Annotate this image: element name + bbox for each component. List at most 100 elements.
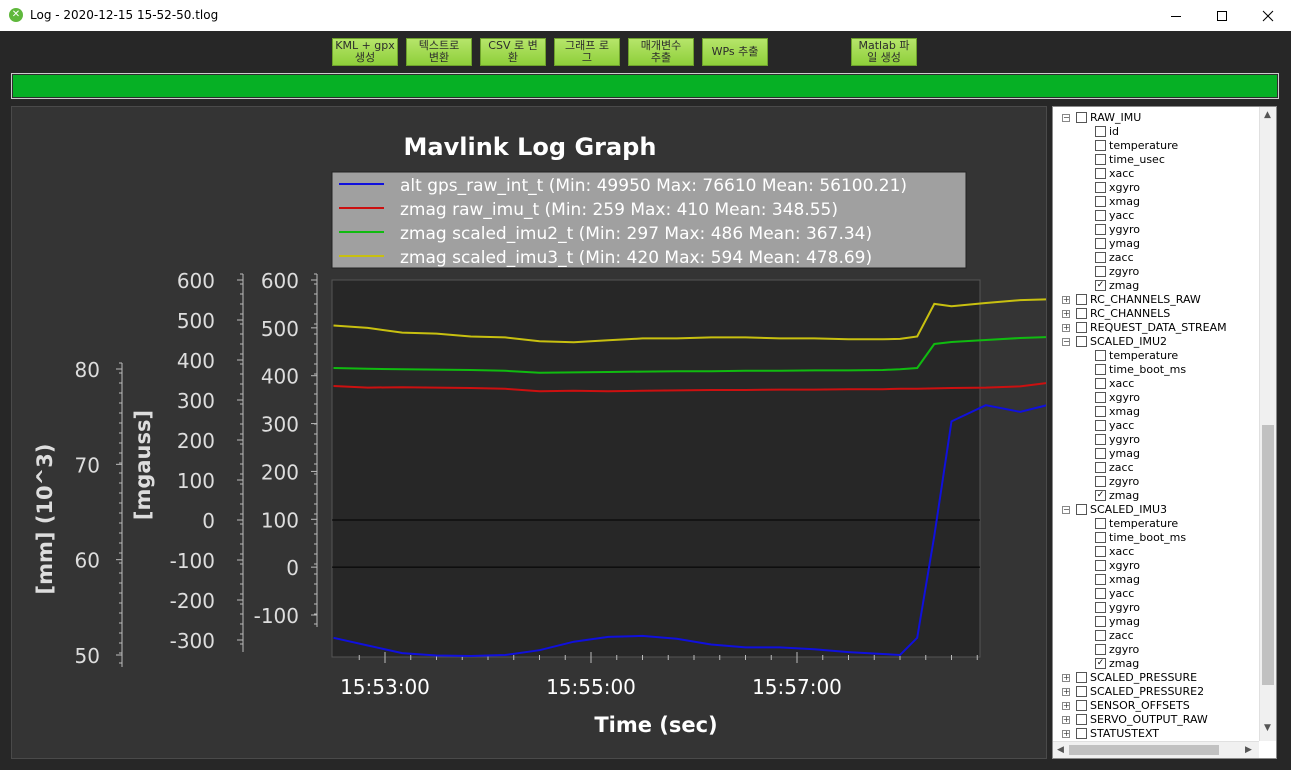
- tree-field[interactable]: xacc: [1053, 167, 1258, 181]
- tree-checkbox[interactable]: [1076, 504, 1087, 515]
- tree-field[interactable]: temperature: [1053, 139, 1258, 153]
- kml-gpx-button[interactable]: KML + gpx 생성: [332, 38, 398, 66]
- tree-field[interactable]: xgyro: [1053, 559, 1258, 573]
- tree-field[interactable]: ymag: [1053, 237, 1258, 251]
- expand-icon[interactable]: +: [1062, 323, 1070, 332]
- close-button[interactable]: [1245, 0, 1291, 31]
- tree-group[interactable]: − SCALED_IMU2: [1053, 335, 1258, 349]
- tree-field[interactable]: xgyro: [1053, 391, 1258, 405]
- tree-group[interactable]: + RC_CHANNELS_RAW: [1053, 293, 1258, 307]
- tree-field[interactable]: zgyro: [1053, 265, 1258, 279]
- scrollbar-thumb[interactable]: [1069, 745, 1219, 755]
- tree-field[interactable]: yacc: [1053, 209, 1258, 223]
- tree-field[interactable]: yacc: [1053, 419, 1258, 433]
- tree-group[interactable]: + STATUSTEXT: [1053, 727, 1258, 741]
- tree-checkbox[interactable]: [1095, 518, 1106, 529]
- graph-panel[interactable]: Mavlink Log Graph alt gps_raw_int_t (Min…: [11, 106, 1291, 759]
- expand-icon[interactable]: +: [1062, 687, 1070, 696]
- tree-field[interactable]: xmag: [1053, 195, 1258, 209]
- horizontal-scrollbar[interactable]: ◀ ▶: [1053, 741, 1259, 758]
- vertical-scrollbar[interactable]: ▲ ▼: [1259, 107, 1276, 741]
- expand-icon[interactable]: +: [1062, 295, 1070, 304]
- tree-field[interactable]: ✓ zmag: [1053, 489, 1258, 503]
- tree-checkbox[interactable]: [1095, 462, 1106, 473]
- tree-checkbox[interactable]: [1095, 616, 1106, 627]
- tree-checkbox[interactable]: [1076, 672, 1087, 683]
- tree-checkbox[interactable]: [1076, 308, 1087, 319]
- tree-field[interactable]: ymag: [1053, 615, 1258, 629]
- tree-checkbox[interactable]: [1095, 546, 1106, 557]
- tree-checkbox[interactable]: [1095, 448, 1106, 459]
- collapse-icon[interactable]: −: [1062, 337, 1070, 346]
- tree-field[interactable]: temperature: [1053, 517, 1258, 531]
- tree-checkbox[interactable]: [1095, 238, 1106, 249]
- tree-checkbox[interactable]: [1095, 266, 1106, 277]
- tree-field[interactable]: ygyro: [1053, 601, 1258, 615]
- collapse-icon[interactable]: −: [1062, 113, 1070, 122]
- tree-checkbox[interactable]: [1095, 574, 1106, 585]
- minimize-button[interactable]: [1153, 0, 1199, 31]
- scroll-up-icon[interactable]: ▲: [1264, 110, 1271, 120]
- tree-checkbox[interactable]: [1095, 350, 1106, 361]
- tree-group[interactable]: − RAW_IMU: [1053, 111, 1258, 125]
- tree-checkbox[interactable]: [1095, 532, 1106, 543]
- tree-field[interactable]: ygyro: [1053, 223, 1258, 237]
- log-graph[interactable]: Mavlink Log Graph alt gps_raw_int_t (Min…: [12, 107, 1291, 758]
- tree-field[interactable]: xacc: [1053, 377, 1258, 391]
- extract-params-button[interactable]: 매개변수 추출: [628, 38, 694, 66]
- tree-checkbox[interactable]: [1076, 322, 1087, 333]
- scroll-down-icon[interactable]: ▼: [1264, 723, 1271, 733]
- tree-checkbox[interactable]: [1095, 602, 1106, 613]
- tree-checkbox[interactable]: [1095, 588, 1106, 599]
- tree-field[interactable]: zacc: [1053, 251, 1258, 265]
- scroll-right-icon[interactable]: ▶: [1245, 745, 1252, 755]
- tree-checkbox[interactable]: [1095, 630, 1106, 641]
- tree-checkbox[interactable]: [1095, 196, 1106, 207]
- tree-checkbox[interactable]: [1095, 210, 1106, 221]
- tree-checkbox[interactable]: [1095, 644, 1106, 655]
- tree-field[interactable]: xgyro: [1053, 181, 1258, 195]
- tree-checkbox[interactable]: [1095, 140, 1106, 151]
- tree-checkbox[interactable]: [1095, 252, 1106, 263]
- tree-field[interactable]: time_boot_ms: [1053, 531, 1258, 545]
- tree-field[interactable]: zacc: [1053, 461, 1258, 475]
- tree-group[interactable]: + REQUEST_DATA_STREAM: [1053, 321, 1258, 335]
- tree-checkbox[interactable]: [1095, 182, 1106, 193]
- tree-checkbox[interactable]: [1076, 686, 1087, 697]
- tree-field[interactable]: zacc: [1053, 629, 1258, 643]
- tree-checkbox[interactable]: ✓: [1095, 658, 1106, 669]
- expand-icon[interactable]: +: [1062, 309, 1070, 318]
- collapse-icon[interactable]: −: [1062, 505, 1070, 514]
- extract-wps-button[interactable]: WPs 추출: [702, 38, 768, 66]
- tree-field[interactable]: ygyro: [1053, 433, 1258, 447]
- expand-icon[interactable]: +: [1062, 729, 1070, 738]
- tree-checkbox[interactable]: ✓: [1095, 280, 1106, 291]
- tree-field[interactable]: xmag: [1053, 573, 1258, 587]
- tree-field[interactable]: xmag: [1053, 405, 1258, 419]
- tree-group[interactable]: − SCALED_IMU3: [1053, 503, 1258, 517]
- expand-icon[interactable]: +: [1062, 715, 1070, 724]
- expand-icon[interactable]: +: [1062, 673, 1070, 682]
- scrollbar-thumb[interactable]: [1262, 425, 1274, 685]
- tree-group[interactable]: + RC_CHANNELS: [1053, 307, 1258, 321]
- tree-checkbox[interactable]: [1095, 378, 1106, 389]
- tree-group[interactable]: + SERVO_OUTPUT_RAW: [1053, 713, 1258, 727]
- tree-checkbox[interactable]: [1095, 560, 1106, 571]
- tree-field[interactable]: time_boot_ms: [1053, 363, 1258, 377]
- tree-checkbox[interactable]: [1095, 476, 1106, 487]
- tree-checkbox[interactable]: [1095, 126, 1106, 137]
- tree-group[interactable]: + SENSOR_OFFSETS: [1053, 699, 1258, 713]
- tree-checkbox[interactable]: [1076, 714, 1087, 725]
- tree-field[interactable]: id: [1053, 125, 1258, 139]
- convert-text-button[interactable]: 텍스트로 변환: [406, 38, 472, 66]
- tree-group[interactable]: + SCALED_PRESSURE: [1053, 671, 1258, 685]
- expand-icon[interactable]: +: [1062, 701, 1070, 710]
- tree-group[interactable]: + SCALED_PRESSURE2: [1053, 685, 1258, 699]
- tree-field[interactable]: ✓ zmag: [1053, 279, 1258, 293]
- tree-field[interactable]: zgyro: [1053, 643, 1258, 657]
- tree-checkbox[interactable]: [1095, 392, 1106, 403]
- tree-checkbox[interactable]: [1095, 364, 1106, 375]
- tree-checkbox[interactable]: [1095, 434, 1106, 445]
